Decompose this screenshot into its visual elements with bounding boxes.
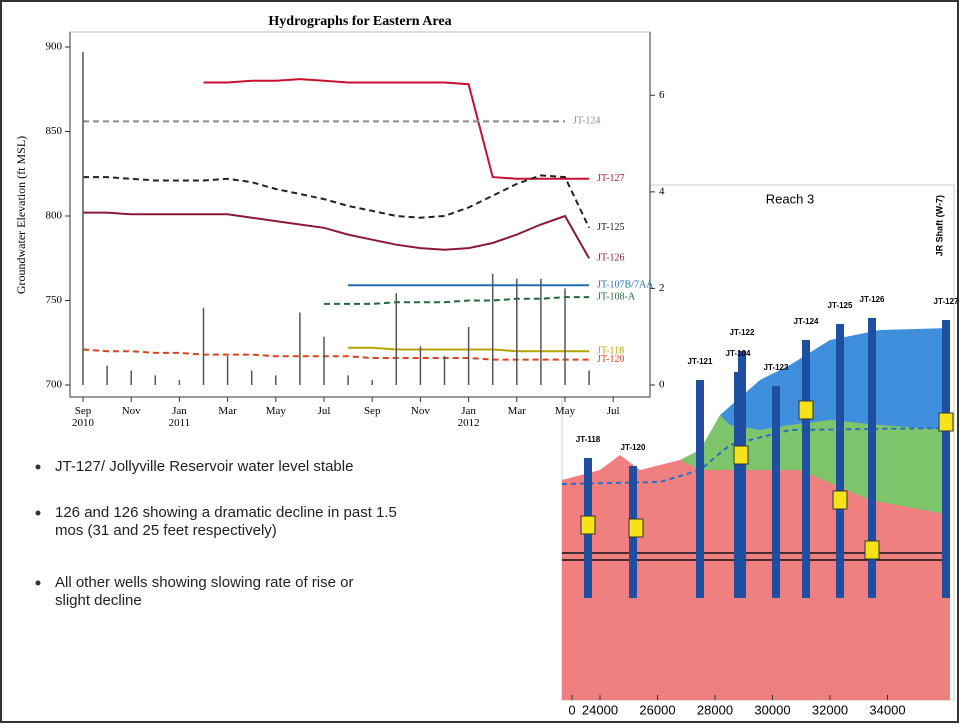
section-x-tick-label: 30000 xyxy=(754,702,790,717)
x-tick-label: Jul xyxy=(607,405,620,417)
sensor-marker xyxy=(733,445,749,465)
section-title: Reach 3 xyxy=(766,191,814,206)
well-label: JT-126 xyxy=(860,295,885,304)
well-label: JT-104 xyxy=(726,349,751,358)
well xyxy=(942,320,950,598)
x-tick-label: May xyxy=(266,405,287,417)
series-line xyxy=(83,174,591,229)
section-x-tick-label: 26000 xyxy=(639,702,675,717)
x-tick-label: May xyxy=(555,405,576,417)
well xyxy=(696,380,704,598)
y-tick-label: 700 xyxy=(46,379,63,391)
section-x-tick-label: 34000 xyxy=(869,702,905,717)
series-label: JT-107B/7AA xyxy=(597,280,654,291)
well xyxy=(802,340,810,598)
series-label: JT-124 xyxy=(573,116,600,127)
x-tick-label: Jan 2012 xyxy=(458,405,480,429)
series-label: JT-125 xyxy=(597,222,624,233)
bullet-text: All other wells showing slowing rate of … xyxy=(55,574,353,609)
series-line xyxy=(203,78,590,180)
well xyxy=(868,318,876,598)
x-tick-label: Mar xyxy=(508,405,527,417)
sensor-marker xyxy=(938,412,954,432)
well-label: JT-124 xyxy=(794,317,819,326)
well-label: JT-121 xyxy=(688,357,713,366)
well-label: JT-123 xyxy=(764,363,789,372)
y-tick-label: 850 xyxy=(46,125,63,137)
well xyxy=(772,386,780,598)
shaft-label: JR Shaft (W-7) xyxy=(934,195,944,256)
series-label: JT-108-A xyxy=(597,291,636,302)
series-line xyxy=(324,296,590,305)
y2-tick-label: 4 xyxy=(659,185,665,197)
section-x-tick-label: 32000 xyxy=(812,702,848,717)
sensor-marker xyxy=(628,518,644,538)
sensor-marker xyxy=(832,490,848,510)
sensor-marker xyxy=(798,400,814,420)
section-x-tick-label: 0 xyxy=(568,702,575,717)
x-tick-label: Nov xyxy=(411,405,430,417)
series-label: JT-118 xyxy=(597,345,624,356)
x-tick-label: Sep 2010 xyxy=(72,405,95,429)
section-x-tick-label: 28000 xyxy=(697,702,733,717)
y-tick-label: 900 xyxy=(46,41,63,53)
water-table xyxy=(561,427,951,485)
y-tick-label: 750 xyxy=(46,294,63,306)
series-line xyxy=(82,348,590,361)
y2-tick-label: 0 xyxy=(659,379,665,391)
x-tick-label: Jan 2011 xyxy=(169,405,191,429)
series-line xyxy=(83,211,590,259)
well-label: JT-120 xyxy=(621,443,646,452)
well-label: JT-122 xyxy=(730,328,755,337)
x-tick-label: Jul xyxy=(318,405,331,417)
section-x-tick-label: 24000 xyxy=(582,702,618,717)
bullet-dot xyxy=(35,510,41,516)
y2-tick-label: 2 xyxy=(659,282,665,294)
y-tick-label: 800 xyxy=(46,210,63,222)
bullet-text: 126 and 126 showing a dramatic decline i… xyxy=(55,504,397,539)
y2-tick-label: 6 xyxy=(659,89,665,101)
sensor-marker xyxy=(864,540,880,560)
well-label: JT-118 xyxy=(576,435,601,444)
series-label: JT-126 xyxy=(597,253,624,264)
sensor-marker xyxy=(580,515,596,535)
bullet-dot xyxy=(35,464,41,470)
series-label: JT-120 xyxy=(597,354,624,365)
series-label: JT-127 xyxy=(597,173,624,184)
x-tick-label: Nov xyxy=(122,405,141,417)
well-label: JT-127 xyxy=(934,297,959,306)
well xyxy=(734,372,742,598)
chart-title: Hydrographs for Eastern Area xyxy=(268,14,451,29)
x-tick-label: Sep xyxy=(364,405,381,417)
well-label: JT-125 xyxy=(828,301,853,310)
well xyxy=(836,324,844,598)
bullet-dot xyxy=(35,580,41,586)
y-axis-label: Groundwater Elevation (ft MSL) xyxy=(14,136,28,294)
x-tick-label: Mar xyxy=(218,405,237,417)
bullet-text: JT-127/ Jollyville Reservoir water level… xyxy=(55,458,353,475)
